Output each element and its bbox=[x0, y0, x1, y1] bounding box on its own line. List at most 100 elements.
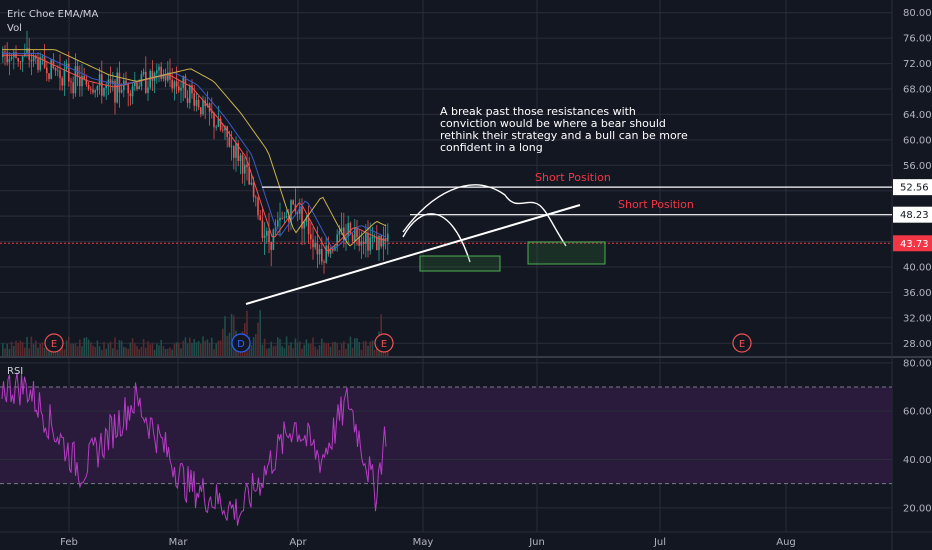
candle-body bbox=[112, 80, 114, 83]
current-price-tag bbox=[893, 235, 932, 252]
candle-body bbox=[371, 236, 374, 238]
candle-body bbox=[336, 234, 338, 247]
volume-bar bbox=[186, 343, 189, 356]
ma-slow-line bbox=[2, 49, 387, 247]
candle-body bbox=[367, 233, 369, 251]
volume-bar bbox=[272, 346, 275, 356]
volume-bar bbox=[129, 342, 132, 356]
volume-bar bbox=[345, 348, 347, 356]
volume-bar bbox=[310, 343, 312, 356]
candle-body bbox=[226, 126, 228, 138]
volume-bar bbox=[213, 349, 215, 356]
volume-bar bbox=[316, 349, 319, 356]
volume-bar bbox=[277, 337, 279, 356]
volume-bar bbox=[325, 343, 327, 356]
volume-bar bbox=[153, 349, 156, 356]
volume-bar bbox=[43, 347, 46, 356]
volume-bar bbox=[180, 348, 182, 356]
candle-body bbox=[184, 76, 187, 99]
candle-body bbox=[358, 237, 360, 246]
candle-body bbox=[83, 75, 85, 80]
volume-bar bbox=[107, 343, 110, 356]
price-tick-label: 60.00 bbox=[903, 135, 932, 146]
volume-bar bbox=[336, 343, 338, 356]
annotation-note: A break past those resistances with conv… bbox=[440, 105, 688, 154]
candle-body bbox=[52, 59, 55, 69]
volume-bar bbox=[103, 341, 105, 356]
candle-body bbox=[48, 73, 50, 80]
volume-bar bbox=[222, 328, 224, 356]
volume-bar bbox=[48, 348, 50, 356]
volume-bar bbox=[101, 349, 103, 356]
candle-body bbox=[239, 155, 242, 161]
candle-body bbox=[162, 74, 165, 79]
volume-bar bbox=[362, 341, 365, 356]
candle-body bbox=[30, 59, 33, 62]
indicator-title[interactable]: Eric Choe EMA/MA bbox=[7, 9, 99, 20]
volume-bar bbox=[184, 337, 187, 356]
target-box-1 bbox=[419, 255, 501, 272]
volume-bar bbox=[358, 342, 360, 356]
volume-bar bbox=[134, 343, 136, 356]
volume-bar bbox=[288, 345, 290, 356]
volume-bar bbox=[173, 343, 176, 356]
price-tick-label: 32.00 bbox=[903, 313, 932, 324]
volume-bar bbox=[98, 346, 101, 356]
volume-bar bbox=[158, 345, 160, 356]
volume-bar bbox=[233, 315, 235, 356]
candle-body bbox=[268, 230, 270, 243]
rsi-label[interactable]: RSI bbox=[7, 366, 24, 377]
volume-bar bbox=[224, 316, 226, 356]
candle-body bbox=[261, 220, 264, 238]
volume-bar bbox=[294, 338, 297, 356]
candle-body bbox=[332, 248, 334, 251]
candle-body bbox=[255, 197, 257, 199]
candle-body bbox=[147, 87, 149, 93]
candle-body bbox=[70, 81, 72, 83]
volume-bar bbox=[118, 340, 121, 356]
candle-body bbox=[50, 59, 52, 80]
candle-body bbox=[384, 238, 387, 242]
volume-bar bbox=[140, 346, 143, 356]
short-position-label-1: Short Position bbox=[535, 171, 611, 184]
candle-body bbox=[321, 248, 323, 262]
volume-bar bbox=[125, 347, 127, 356]
volume-bar bbox=[123, 346, 125, 356]
volume-bar bbox=[369, 341, 371, 356]
ema-fast-line bbox=[2, 54, 387, 252]
earnings-marker bbox=[374, 333, 394, 353]
candle-body bbox=[301, 207, 303, 229]
volume-bar bbox=[26, 336, 28, 356]
candle-body bbox=[244, 164, 246, 174]
candle-body bbox=[347, 223, 349, 237]
candle-body bbox=[136, 82, 138, 90]
candle-body bbox=[81, 75, 83, 87]
price-tick-label: 56.00 bbox=[903, 161, 932, 172]
candle-body bbox=[259, 215, 261, 221]
volume-label[interactable]: Vol bbox=[7, 23, 22, 34]
candle-body bbox=[354, 227, 356, 241]
volume-bar bbox=[321, 338, 323, 356]
candle-body bbox=[323, 261, 325, 263]
candle-body bbox=[178, 86, 180, 91]
volume-bar bbox=[349, 336, 352, 356]
volume-bar bbox=[211, 337, 213, 356]
candle-body bbox=[195, 99, 198, 106]
volume-bar bbox=[116, 349, 118, 356]
volume-bar bbox=[21, 342, 24, 356]
volume-bar bbox=[226, 335, 228, 356]
candle-body bbox=[63, 68, 66, 86]
candle-body bbox=[380, 235, 382, 247]
candle-body bbox=[125, 80, 127, 85]
time-tick-label: Jul bbox=[653, 537, 666, 548]
volume-bar bbox=[215, 343, 217, 356]
volume-bar bbox=[65, 340, 68, 356]
candle-body bbox=[101, 74, 103, 96]
volume-bar bbox=[250, 345, 253, 356]
volume-bar bbox=[193, 338, 195, 356]
volume-bar bbox=[167, 348, 169, 356]
volume-bar bbox=[206, 339, 209, 356]
candle-body bbox=[92, 89, 94, 93]
candle-body bbox=[180, 87, 182, 91]
